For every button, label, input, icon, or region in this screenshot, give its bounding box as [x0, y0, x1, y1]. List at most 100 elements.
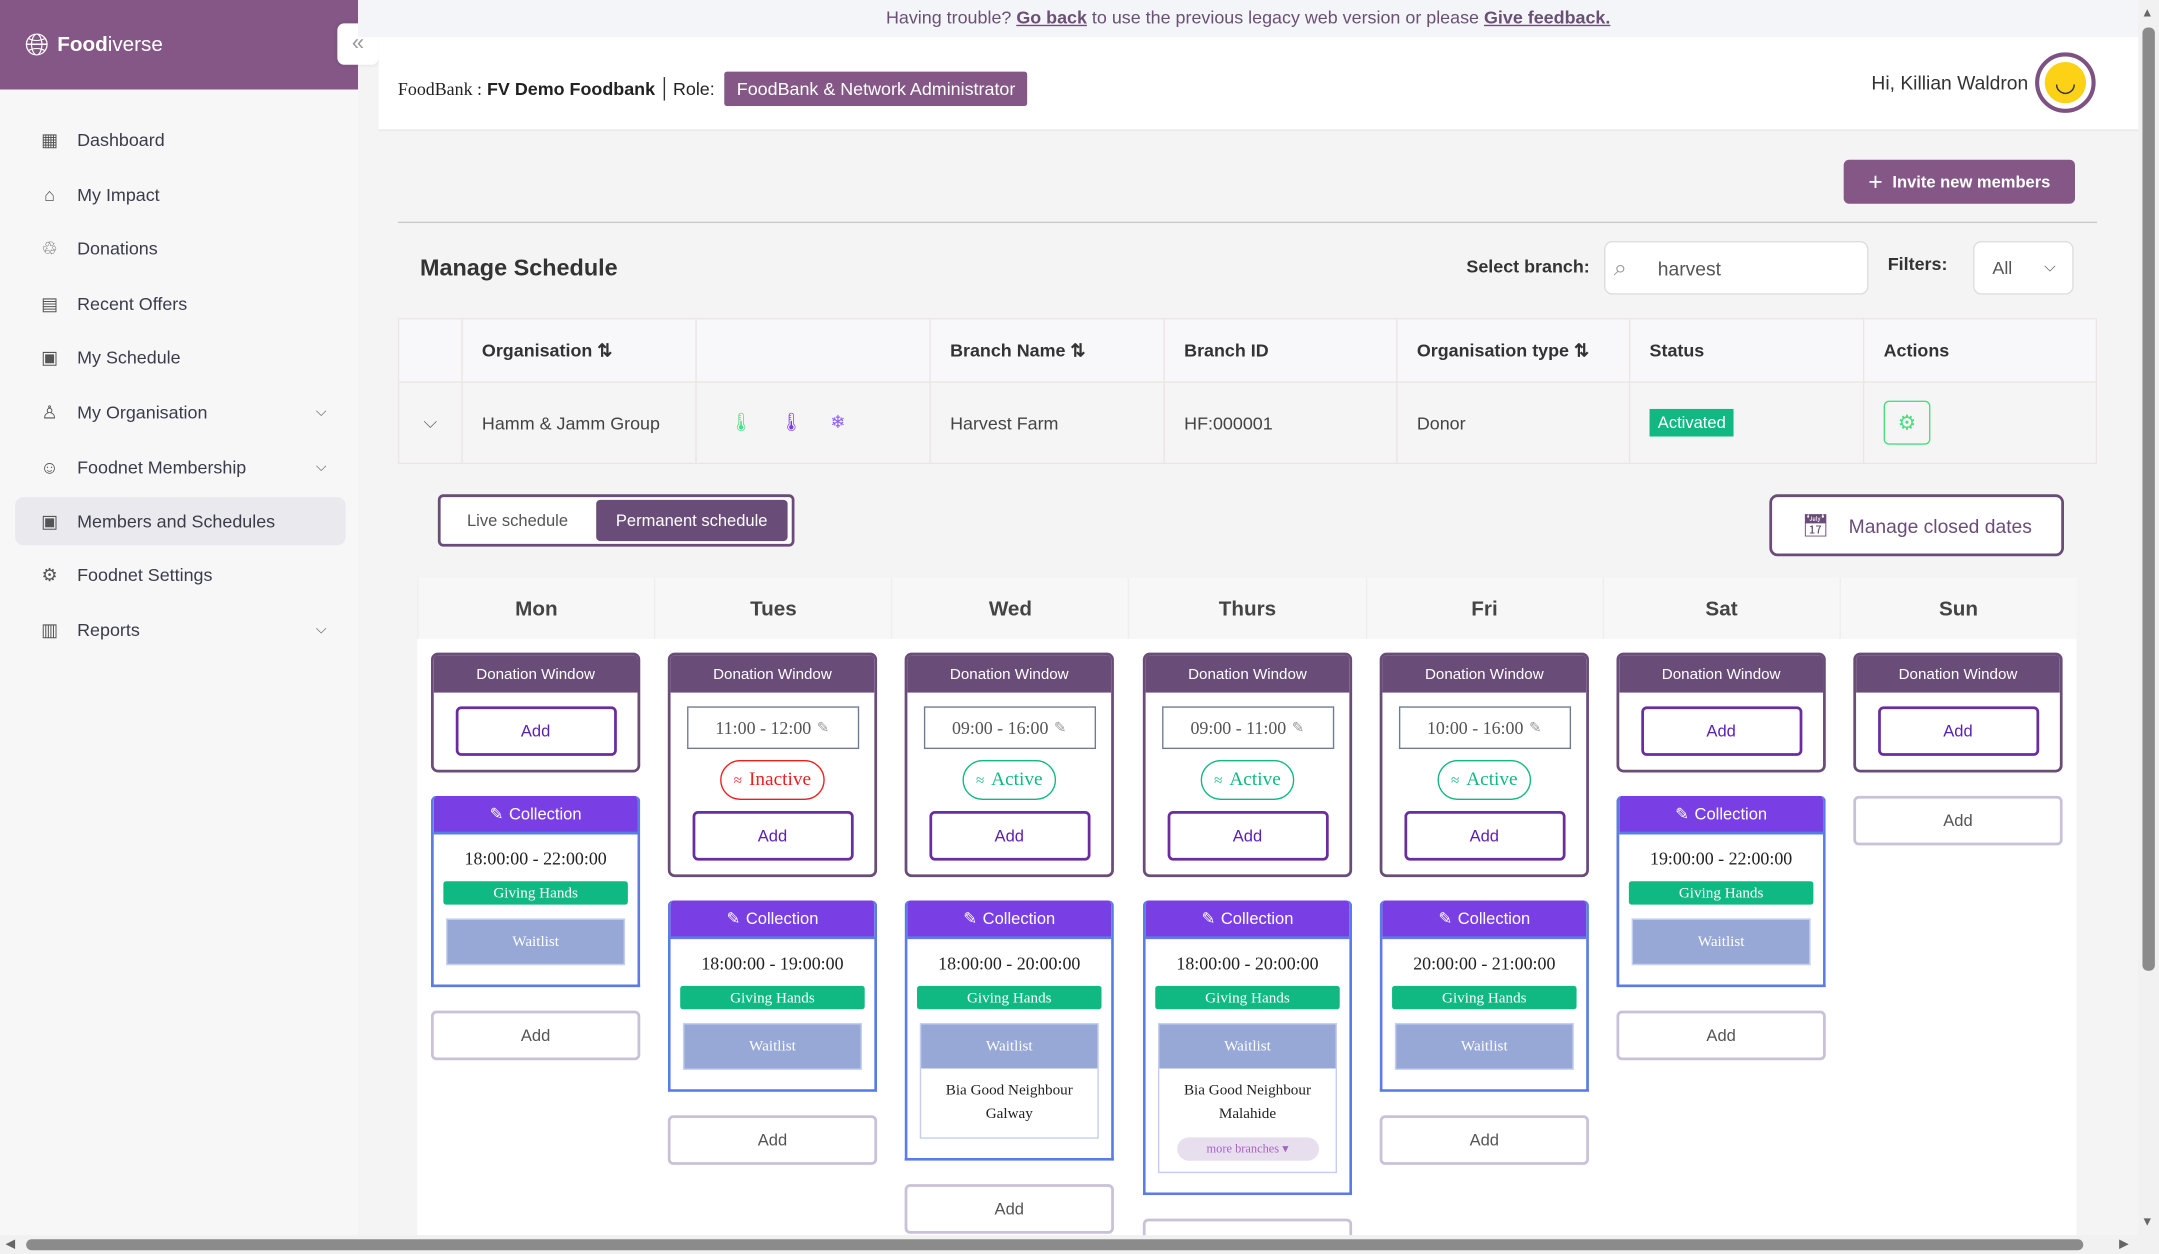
column-header[interactable]: Branch Name ⇅: [929, 319, 1163, 382]
settings-button[interactable]: ⚙: [1883, 400, 1931, 445]
branch-table: Organisation ⇅ Branch Name ⇅ Branch ID Orga…: [397, 318, 2098, 465]
scroll-right-icon[interactable]: ▶: [2119, 1236, 2129, 1251]
donation-window-card: Donation Window 09:00 - 16:00 ✎ ≈ Active Add: [904, 652, 1114, 878]
branch-search[interactable]: ⌕: [1604, 240, 1869, 295]
weekly-schedule: Mon Tues Wed Thurs Fri Sat Sun Donation Window…: [417, 578, 2077, 1254]
collection-header[interactable]: ✎ Collection: [670, 900, 875, 940]
sidebar-item-donations[interactable]: ♲ Donations: [15, 224, 345, 272]
collection-time: 18:00:00 - 20:00:00: [938, 952, 1081, 974]
pencil-icon[interactable]: ✎: [1528, 720, 1542, 737]
pencil-icon[interactable]: ✎: [1291, 720, 1305, 737]
status-toggle[interactable]: ≈ Active: [1200, 760, 1295, 800]
organisation-badge: Giving Hands: [680, 985, 865, 1010]
time-range-field[interactable]: 11:00 - 12:00 ✎: [686, 706, 859, 750]
donation-window-body: Add: [1619, 693, 1823, 770]
add-donation-window-button[interactable]: Add: [928, 811, 1090, 861]
day-column: Donation Window 09:00 - 11:00 ✎ ≈ Active Add ✎…: [1142, 652, 1353, 1254]
thermometer-minus-icon: 🌡︎: [780, 411, 803, 433]
table-row[interactable]: ⌵ Hamm & Jamm Group 🌡︎ 🌡︎ ❄︎ Harvest Far…: [399, 381, 2096, 463]
sidebar-item-recent-offers[interactable]: ▤ Recent Offers: [15, 280, 345, 328]
add-donation-window-button[interactable]: Add: [1877, 706, 2039, 756]
donation-window-body: 10:00 - 16:00 ✎ ≈ Active Add: [1382, 693, 1586, 875]
time-range-field[interactable]: 09:00 - 11:00 ✎: [1161, 706, 1334, 750]
sidebar-item-foodnet-membership[interactable]: ☺ Foodnet Membership ⌵: [15, 443, 345, 491]
legacy-banner: Having trouble? Go back to use the previ…: [357, 0, 2139, 38]
add-donation-window-button[interactable]: Add: [455, 706, 617, 756]
add-donation-window-button[interactable]: Add: [1640, 706, 1802, 756]
status-toggle[interactable]: ≈ Inactive: [720, 760, 825, 800]
waitlist: Waitlist: [1631, 918, 1811, 966]
cell-org-type: Donor: [1396, 382, 1629, 463]
donation-window-body: 09:00 - 11:00 ✎ ≈ Active Add: [1146, 693, 1350, 875]
add-collection-button[interactable]: Add: [667, 1115, 878, 1165]
branch-search-input[interactable]: [1657, 256, 1851, 279]
pencil-icon[interactable]: ✎: [816, 720, 830, 737]
tab-live-schedule[interactable]: Live schedule: [466, 510, 569, 531]
collection-header[interactable]: ✎ Collection: [1145, 900, 1350, 940]
sidebar-item-reports[interactable]: ▥ Reports ⌵: [15, 606, 345, 654]
add-collection-button[interactable]: Add: [904, 1184, 1114, 1234]
pencil-icon: ✎: [1201, 908, 1216, 929]
day-header-sun: Sun: [1839, 578, 2076, 639]
vertical-scrollbar-thumb[interactable]: [2142, 27, 2155, 971]
scroll-down-icon[interactable]: ▼: [2141, 1214, 2154, 1229]
membership-icon: ☺: [40, 457, 59, 478]
column-header[interactable]: Organisation type ⇅: [1396, 319, 1629, 382]
status-toggle[interactable]: ≈ Active: [962, 760, 1057, 800]
collection-header[interactable]: ✎ Collection: [907, 900, 1112, 940]
collection-time: 20:00:00 - 21:00:00: [1413, 952, 1556, 974]
add-donation-window-button[interactable]: Add: [1166, 811, 1329, 861]
sidebar-item-dashboard[interactable]: ▦ Dashboard: [15, 116, 345, 164]
scroll-left-icon[interactable]: ◀: [5, 1236, 16, 1251]
collection-header[interactable]: ✎ Collection: [1382, 900, 1587, 940]
donation-window-body: Add: [434, 693, 638, 770]
status-label: Active: [1466, 769, 1518, 790]
sidebar-item-my-impact[interactable]: ⌂ My Impact: [15, 171, 345, 219]
expand-row-button[interactable]: ⌵: [399, 383, 461, 463]
calendar-x-icon: 📅︎: [1801, 514, 1830, 538]
avatar[interactable]: ◡: [2035, 52, 2096, 113]
give-feedback-link[interactable]: Give feedback.: [1483, 6, 1611, 28]
table-header: Organisation ⇅ Branch Name ⇅ Branch ID Orga…: [399, 319, 2096, 382]
filter-select[interactable]: All ⌵: [1973, 240, 2074, 295]
sidebar-item-my-schedule[interactable]: ▣ My Schedule: [15, 333, 345, 381]
more-branches-button[interactable]: more branches ▾: [1176, 1137, 1319, 1161]
pencil-icon[interactable]: ✎: [1053, 720, 1067, 737]
time-range-field[interactable]: 09:00 - 16:00 ✎: [923, 706, 1096, 750]
sidebar-item-my-organisation[interactable]: ♙ My Organisation ⌵: [15, 388, 345, 436]
collection-header[interactable]: ✎ Collection: [1619, 795, 1824, 835]
sidebar-item-foodnet-settings[interactable]: ⚙ Foodnet Settings: [15, 551, 345, 599]
add-donation-window-button[interactable]: Add: [691, 811, 853, 861]
page-title: Manage Schedule: [419, 254, 618, 281]
sidebar-item-members-and-schedules[interactable]: ▣ Members and Schedules: [15, 497, 346, 546]
sidebar-item-label: Foodnet Settings: [77, 564, 213, 586]
scroll-up-icon[interactable]: ▲: [2141, 5, 2154, 20]
day-header-mon: Mon: [417, 578, 654, 639]
collection-header[interactable]: ✎ Collection: [433, 795, 638, 835]
day-header-wed: Wed: [891, 578, 1128, 639]
go-back-link[interactable]: Go back: [1016, 6, 1087, 28]
day-column: Donation Window Add ✎ Collection 19:00:00 - …: [1616, 652, 1826, 1061]
add-collection-button[interactable]: Add: [1379, 1115, 1589, 1165]
schedule-toggle: Live schedule Permanent schedule: [437, 494, 795, 547]
manage-closed-dates-button[interactable]: 📅︎ Manage closed dates: [1769, 494, 2064, 557]
brand-logo[interactable]: 🌐︎ Food iverse: [0, 0, 358, 90]
waitlist-branch: Bia Good Neighbour Galway: [945, 1082, 1073, 1123]
collection-label: Collection: [982, 908, 1056, 929]
time-range-field[interactable]: 10:00 - 16:00 ✎: [1398, 706, 1571, 750]
tab-permanent-schedule[interactable]: Permanent schedule: [595, 499, 788, 542]
time-range: 09:00 - 11:00: [1190, 716, 1287, 738]
collection-card: ✎ Collection 19:00:00 - 22:00:00 Giving Han…: [1616, 795, 1826, 988]
add-collection-button[interactable]: Add: [430, 1010, 641, 1061]
status-toggle[interactable]: ≈ Active: [1437, 760, 1532, 800]
column-header[interactable]: Organisation ⇅: [461, 319, 695, 382]
cell-temperature-icons: 🌡︎ 🌡︎ ❄︎: [695, 382, 929, 463]
waitlist-header: Waitlist: [684, 1024, 861, 1069]
invite-new-members-button[interactable]: + Invite new members: [1843, 159, 2076, 204]
donation-window-card: Donation Window 10:00 - 16:00 ✎ ≈ Active Add: [1379, 652, 1589, 878]
add-collection-button[interactable]: Add: [1853, 795, 2063, 846]
horizontal-scrollbar-thumb[interactable]: [26, 1239, 2084, 1251]
column-header: [695, 319, 929, 382]
add-collection-button[interactable]: Add: [1616, 1010, 1826, 1061]
add-donation-window-button[interactable]: Add: [1403, 811, 1565, 861]
